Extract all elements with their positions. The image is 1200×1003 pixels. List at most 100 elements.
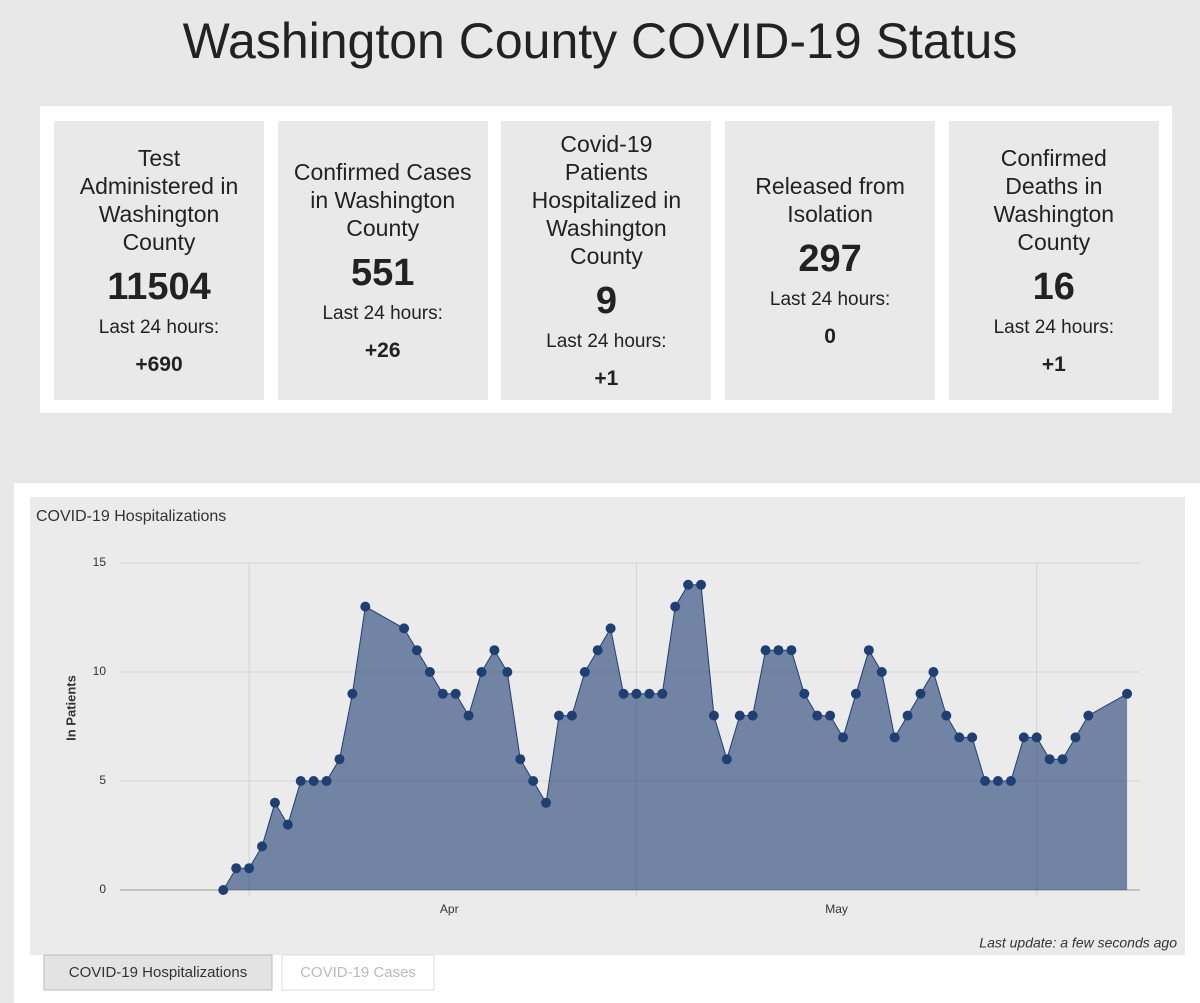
point [566,710,577,721]
point [696,579,707,590]
card-change: +1 [1041,353,1066,376]
card-change: +26 [364,339,401,362]
card-title: Covid-19 Patients Hospitalized in Washin… [531,131,682,269]
point [863,645,874,656]
tab[interactable] [43,954,273,991]
card-label: Last 24 hours: [98,317,220,338]
point [541,797,552,808]
point [876,667,887,677]
point [1122,688,1133,699]
point [618,688,629,699]
point [1070,732,1081,743]
point [269,797,280,808]
chart-title: COVID-19 Hospitalizations [36,508,226,525]
point [980,776,991,786]
tab-label[interactable]: COVID-19 Hospitalizations [69,964,247,981]
y-tick-label: 15 [93,555,107,569]
card-title: Confirmed Deaths in Washington County [993,145,1115,255]
point [282,819,293,830]
point [657,688,668,699]
card-change: +1 [594,367,619,390]
point [528,776,539,786]
point [708,710,719,721]
point [605,623,616,634]
point [928,667,939,677]
card-title: Released from Isolation [755,173,905,227]
point [515,754,526,765]
point [308,776,319,786]
point [437,688,448,699]
point [734,710,745,721]
chart: COVID-19 Hospitalizations In Patients La… [30,497,1185,991]
point [644,688,655,699]
card-label: Last 24 hours: [993,317,1114,338]
card-change: 0 [824,325,836,348]
point [411,645,422,656]
point [463,710,474,721]
point [825,710,836,721]
point [773,645,784,656]
point [954,732,965,743]
stat-card: Covid-19 Patients Hospitalized in Washin… [501,121,712,400]
point [321,776,332,786]
point [1005,776,1016,786]
card-change: +690 [135,353,183,376]
card-label: Last 24 hours: [546,331,667,352]
stat-card: Test Administered in Washington County 11… [54,121,264,400]
card-value: 551 [350,252,415,294]
card-title: Confirmed Cases in Washington County [293,159,472,241]
point [424,667,435,677]
card-label: Last 24 hours: [322,303,443,324]
point [489,645,500,656]
card-label: Last 24 hours: [769,289,891,310]
point [360,601,371,612]
point [257,841,268,852]
point [231,863,242,874]
point [347,688,358,699]
stat-cards: Test Administered in Washington County 11… [40,106,1172,413]
annotation: Last update: a few seconds ago [979,935,1177,951]
stat-card: Confirmed Cases in Washington County 551 L… [277,121,488,400]
point [592,645,603,656]
card-value: 16 [1032,266,1075,308]
tab[interactable] [281,954,435,991]
point [799,688,810,699]
point [902,710,913,721]
point [670,601,681,612]
point [683,579,694,590]
point [889,732,900,743]
point [579,667,590,677]
card-value: 297 [798,238,862,280]
page-title: Washington County COVID-19 Status [182,13,1018,69]
point [1031,732,1042,743]
stat-card: Confirmed Deaths in Washington County 16 L… [948,121,1159,400]
stat-card: Released from Isolation 297 Last 24 hours:… [725,121,936,400]
point [1044,754,1055,765]
point [760,645,771,656]
point [1083,710,1094,721]
point [218,885,229,895]
y-axis-label: In Patients [63,675,78,741]
point [786,645,797,656]
y-tick-label: 5 [99,773,106,787]
card-title: Test Administered in Washington County [79,145,239,255]
tab-label[interactable]: COVID-19 Cases [300,964,416,981]
point [838,732,849,743]
point [553,710,564,721]
point [967,732,978,743]
point [450,688,461,699]
point [631,688,642,699]
y-tick-label: 0 [99,882,106,896]
point [915,688,926,699]
point [721,754,732,765]
point [502,667,513,677]
point [399,623,410,634]
x-tick-label: Apr [440,902,459,916]
point [992,776,1003,786]
y-tick-label: 10 [93,664,107,678]
area [223,584,1128,890]
x-tick-label: May [825,902,848,916]
card-value: 9 [595,280,617,322]
point [812,710,823,721]
point [244,863,255,874]
